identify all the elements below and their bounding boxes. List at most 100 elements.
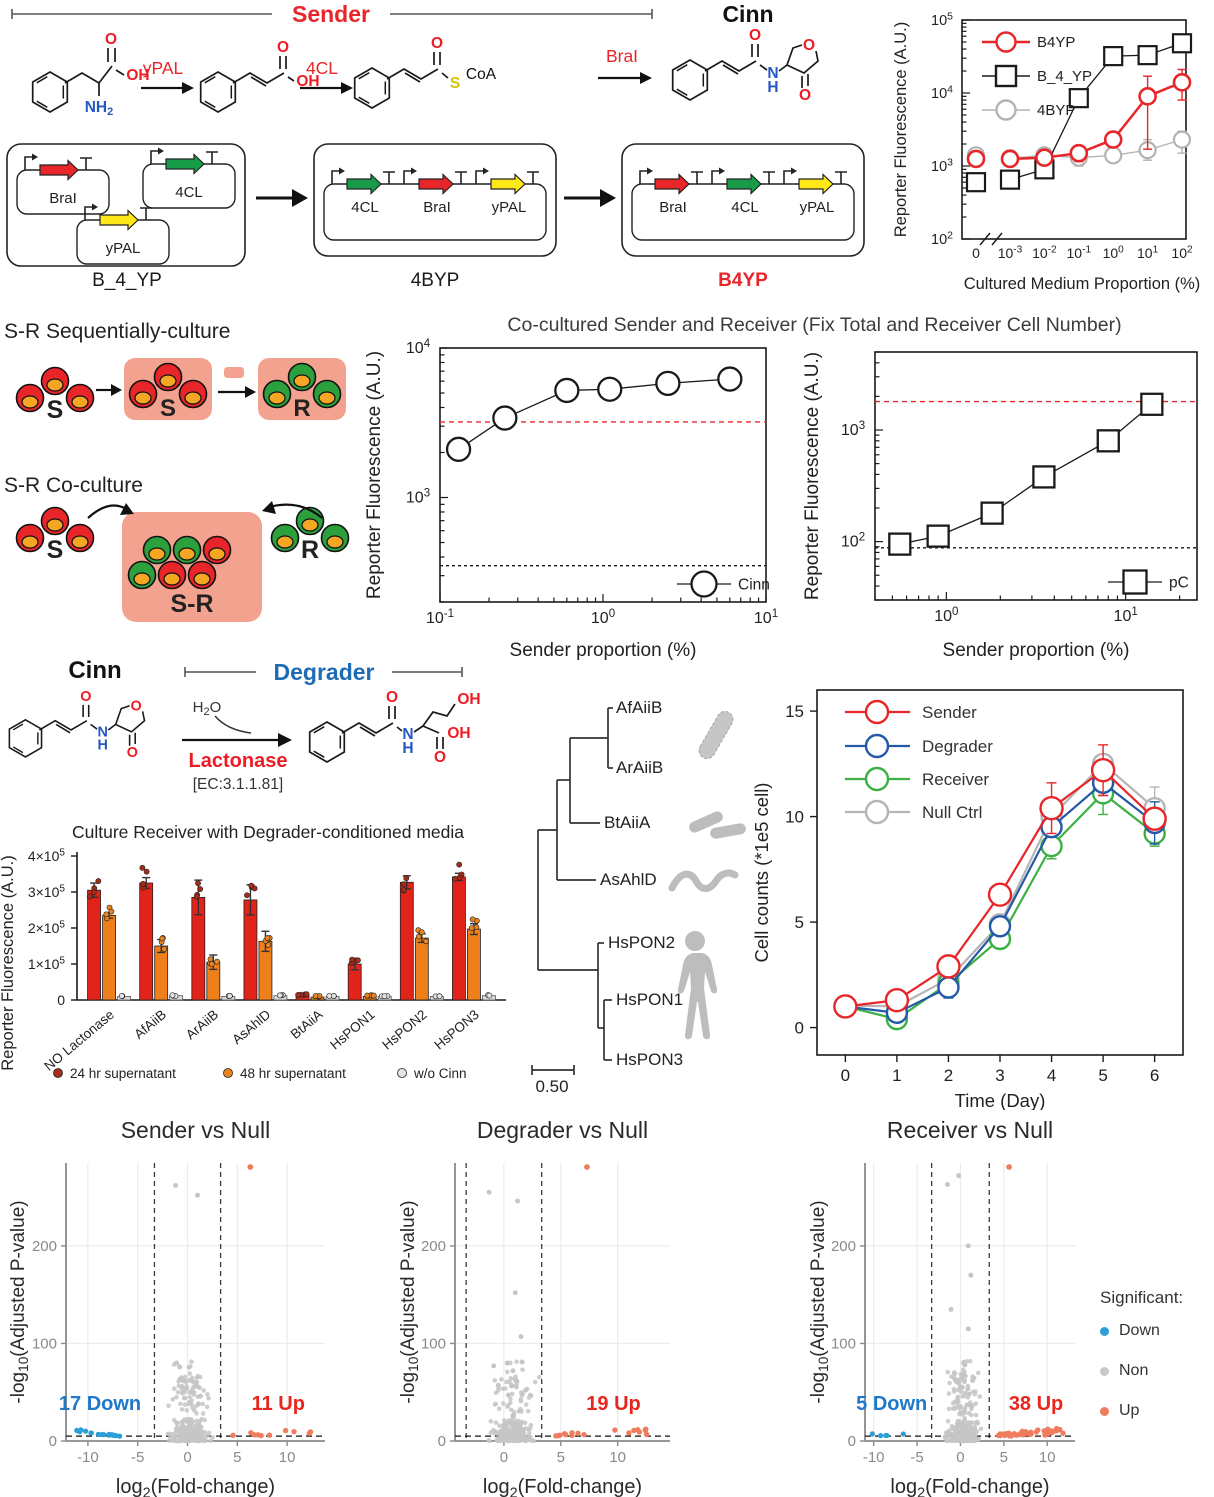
non-sig-point	[178, 1401, 183, 1407]
label: 10	[1171, 245, 1187, 261]
non-sig-point	[179, 1407, 185, 1412]
label: 0	[1118, 245, 1124, 256]
non-sig-point	[956, 1405, 962, 1411]
cell-nucleus-icon	[159, 374, 177, 388]
non-sig-point	[975, 1419, 980, 1425]
non-sig-point	[521, 1427, 526, 1433]
non-sig-point	[187, 1365, 192, 1370]
degrader-reaction-panel: Cinn Degrader H2O Lactonase [EC:3.1.1.81…	[0, 657, 481, 793]
promoter-arrowhead	[92, 203, 98, 211]
up-point	[1060, 1430, 1066, 1436]
non-sig-point	[492, 1378, 498, 1383]
x-tick-label: 10-3	[998, 245, 1023, 261]
non-sig-point	[952, 1406, 958, 1411]
label: -log	[810, 1372, 829, 1404]
lactonase-label: Lactonase	[189, 750, 288, 772]
category-label: HsPON2	[379, 1007, 429, 1053]
x-tick-label: 10	[1039, 1449, 1056, 1466]
scatter-dot	[143, 868, 150, 875]
plot-frame	[874, 351, 1198, 601]
scatter-dot	[159, 935, 166, 942]
non-sig-point	[965, 1243, 971, 1249]
non-sig-point	[507, 1379, 512, 1384]
non-sig-point	[505, 1392, 511, 1398]
x-tick-label: -10	[77, 1449, 99, 1466]
taxon-label: ArAiiB	[616, 758, 663, 777]
down-point	[113, 1433, 119, 1439]
promoter-icon	[783, 170, 792, 184]
non-sig-point	[182, 1395, 188, 1401]
workflow-arrow-icon	[256, 189, 308, 207]
promoter-icon	[331, 170, 340, 184]
bacterium-rod-icon	[698, 710, 734, 760]
non-sig-point	[962, 1362, 968, 1368]
cell-nucleus-icon	[163, 572, 181, 586]
scatter-dot	[169, 992, 176, 999]
gene-label: yPAL	[800, 199, 835, 216]
promoter-arrowhead	[158, 147, 164, 155]
x-axis-label: Sender proportion (%)	[943, 640, 1130, 661]
y-axis-label: Reporter Fluorescence (A.U.)	[892, 22, 910, 238]
x-tick-label: 100	[934, 606, 958, 625]
bacteria-pair-icon	[689, 811, 746, 839]
up-point	[581, 1431, 587, 1438]
label: 10	[1114, 608, 1132, 625]
line	[991, 232, 1003, 246]
promoter-arrowhead	[339, 167, 345, 175]
taxon-label: HsPON1	[616, 990, 683, 1009]
data-point	[1103, 130, 1123, 149]
non-sig-point	[532, 1379, 538, 1385]
non-dot-icon	[1100, 1366, 1109, 1376]
non-sig-point	[501, 1418, 507, 1423]
non-sig-point	[970, 1374, 975, 1379]
cell-nucleus-icon	[208, 547, 226, 561]
scatter-dot	[95, 878, 102, 884]
non-sig-point	[171, 1417, 177, 1423]
s-label: S	[160, 395, 176, 422]
x-tick-label: 10	[609, 1449, 626, 1466]
terminator-icon	[691, 171, 703, 184]
scatter-dot	[403, 875, 410, 882]
data-point	[965, 172, 987, 193]
label: 10	[1032, 245, 1048, 261]
plasmid-4byp: 4CL BraI yPAL	[313, 143, 557, 257]
legend-label: Sender	[922, 703, 977, 722]
non-sig-point	[176, 1383, 182, 1389]
non-sig-point	[978, 1426, 984, 1432]
plasmid-b4yp: BraI 4CL yPAL	[621, 143, 865, 257]
data-point	[1069, 143, 1089, 163]
scatter-dot	[400, 887, 407, 893]
scatter-dot	[195, 880, 201, 887]
y-tick-label: 103	[841, 420, 865, 439]
x-tick-label: 0	[841, 1066, 850, 1085]
non-sig-point	[969, 1412, 974, 1418]
y-tick-label: 0	[57, 992, 65, 1008]
non-sig-point	[536, 1374, 542, 1380]
non-sig-point	[177, 1427, 183, 1432]
volcano-degrader-vs-null: Degrader vs Null 0 100 200 0 5 10 19 Up log2(Fol…	[400, 1117, 670, 1497]
non-sig-point	[964, 1402, 969, 1408]
amine-label: NH2	[85, 99, 114, 118]
plot-frame	[961, 19, 1187, 240]
non-sig-point	[492, 1431, 498, 1436]
legend-label: 24 hr supernatant	[70, 1066, 176, 1081]
non-sig-point	[500, 1401, 506, 1406]
gene-arrow	[346, 173, 382, 195]
non-sig-point	[962, 1416, 968, 1421]
non-sig-point	[190, 1389, 196, 1395]
y-tick-label: 104	[406, 338, 431, 357]
sr-label: S-R	[170, 590, 213, 618]
scatter-dot	[295, 992, 302, 998]
label: log	[483, 1476, 510, 1497]
legend-dot	[53, 1068, 63, 1078]
data-point	[995, 31, 1017, 53]
non-sig-point	[944, 1181, 950, 1187]
up-point	[1041, 1428, 1047, 1434]
non-sig-point	[956, 1173, 962, 1179]
non-sig-point	[187, 1399, 192, 1405]
non-sig-point	[495, 1382, 501, 1388]
non-sig-point	[967, 1358, 973, 1364]
ec-number: [EC:3.1.1.81]	[193, 776, 283, 793]
x-axis-label: log2(Fold-change)	[483, 1476, 642, 1497]
promoter-arrowhead	[411, 167, 417, 175]
